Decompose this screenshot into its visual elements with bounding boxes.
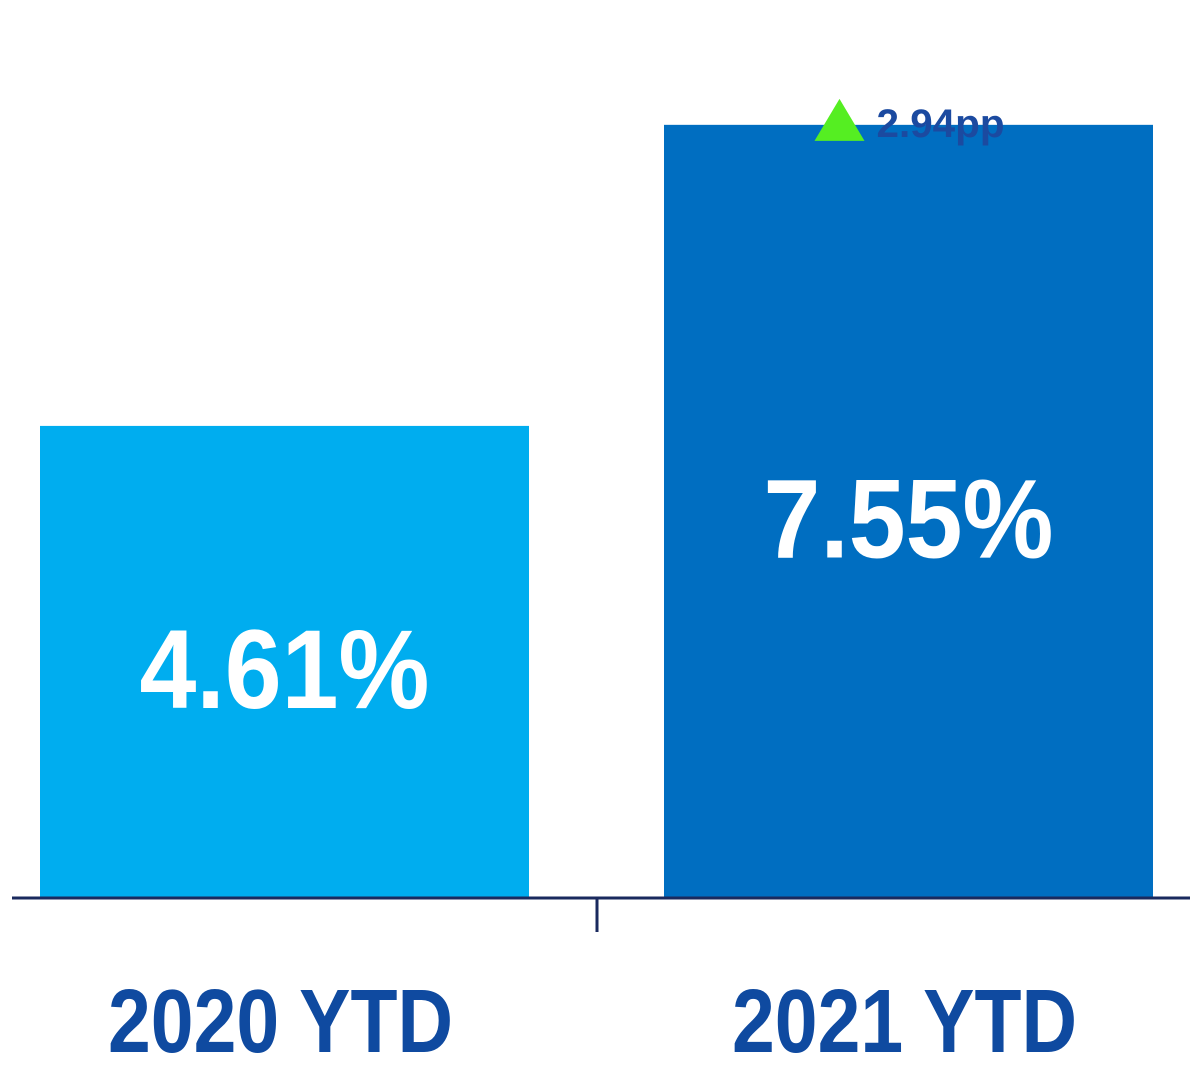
bar-value-label: 4.61%	[140, 607, 430, 732]
category-label: 2021 YTD	[732, 972, 1077, 1072]
bar-1	[40, 425, 529, 898]
delta-annotation: 2.94pp	[814, 98, 1005, 146]
bar-value-label: 7.55%	[764, 456, 1054, 581]
bars-group: 4.61% 7.55%	[40, 124, 1153, 898]
up-arrow-icon	[814, 98, 865, 141]
labels-group: 2020 YTD 2021 YTD	[108, 972, 1077, 1072]
category-label: 2020 YTD	[108, 972, 453, 1072]
delta-label: 2.94pp	[877, 102, 1005, 146]
bar-2	[664, 124, 1153, 898]
